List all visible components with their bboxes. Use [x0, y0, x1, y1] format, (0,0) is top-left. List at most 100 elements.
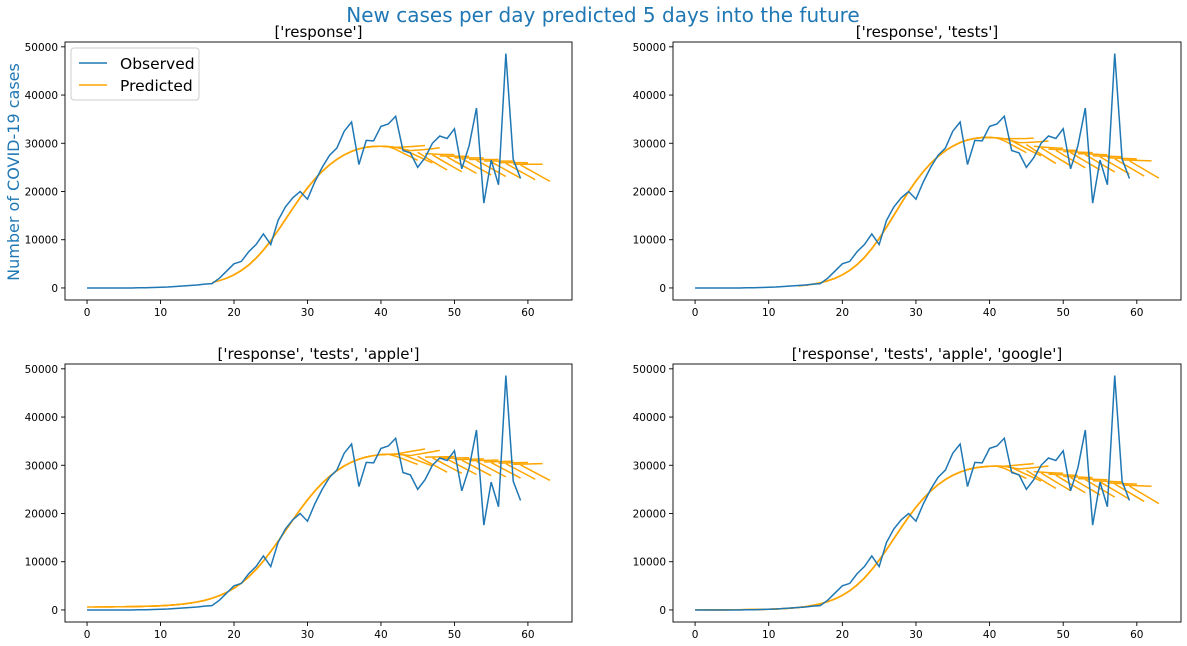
- x-tick-label: 30: [301, 307, 314, 319]
- y-tick-label: 50000: [633, 364, 666, 376]
- x-tick-label: 30: [909, 307, 922, 319]
- y-tick-label: 50000: [25, 42, 58, 54]
- y-tick-label: 20000: [25, 186, 58, 198]
- predicted-line: [520, 164, 551, 182]
- observed-line: [695, 53, 1131, 289]
- x-tick-label: 20: [836, 629, 849, 641]
- x-tick-label: 50: [448, 629, 461, 641]
- figure-suptitle: New cases per day predicted 5 days into …: [346, 3, 860, 27]
- subplot-title: ['response', 'tests', 'apple']: [218, 345, 420, 363]
- x-tick-label: 60: [1130, 629, 1143, 641]
- predicted-line: [461, 459, 492, 477]
- y-tick-label: 0: [51, 283, 58, 295]
- axes-frame: [64, 363, 573, 623]
- legend: Observed Predicted: [70, 47, 200, 101]
- y-tick-label: 30000: [25, 460, 58, 472]
- predicted-line: [1048, 148, 1078, 152]
- predicted-line: [996, 137, 1027, 154]
- predicted-line: [513, 462, 543, 466]
- predicted-line: [446, 458, 477, 476]
- predicted-line: [1055, 474, 1086, 494]
- observed-line: [695, 375, 1131, 611]
- predicted-line: [1018, 465, 1049, 470]
- predicted-line: [952, 136, 983, 147]
- y-tick-label: 20000: [25, 508, 58, 520]
- x-tick-label: 0: [692, 629, 699, 641]
- predicted-line: [505, 162, 536, 181]
- predicted-line: [1033, 470, 1064, 475]
- x-tick-label: 50: [1057, 629, 1070, 641]
- predicted-line: [1004, 462, 1034, 467]
- observed-line: [87, 53, 522, 289]
- y-tick-label: 10000: [25, 557, 58, 569]
- y-tick-label: 30000: [25, 138, 58, 150]
- predicted-line: [520, 464, 551, 482]
- x-tick-label: 10: [154, 629, 167, 641]
- axes-frame: [64, 41, 573, 301]
- y-tick-label: 0: [659, 283, 666, 295]
- x-tick-label: 0: [692, 307, 699, 319]
- subplot-title: ['response', 'tests']: [856, 23, 999, 41]
- subplot-response-tests-apple: ['response', 'tests', 'apple'] 0 10 20 30 40 5…: [25, 345, 573, 641]
- predicted-line: [461, 157, 492, 176]
- predicted-line: [1122, 159, 1152, 162]
- predicted-line: [1025, 143, 1057, 165]
- y-tick-label: 10000: [633, 235, 666, 247]
- x-tick-label: 0: [84, 307, 91, 319]
- predicted-line: [1122, 484, 1152, 488]
- observed-line: [87, 375, 522, 611]
- x-tick-label: 10: [762, 629, 775, 641]
- predicted-line: [922, 145, 954, 173]
- y-tick-label: 20000: [633, 508, 666, 520]
- predicted-line: [417, 151, 448, 171]
- predicted-line: [1107, 482, 1137, 485]
- subplot-response-tests-apple-google: ['response', 'tests', 'apple', 'google']…: [633, 345, 1182, 641]
- predicted-line: [498, 461, 528, 464]
- predicted-line: [1077, 152, 1108, 156]
- predicted-line: [490, 161, 521, 179]
- x-tick-label: 40: [374, 307, 387, 319]
- y-tick-label: 0: [51, 605, 58, 617]
- predicted-line: [321, 461, 352, 484]
- predicted-line: [314, 154, 345, 180]
- predicted-line: [915, 150, 946, 182]
- x-tick-label: 10: [154, 307, 167, 319]
- x-tick-label: 50: [448, 307, 461, 319]
- y-tick-label: 40000: [633, 90, 666, 102]
- predicted-line: [439, 456, 470, 460]
- x-tick-label: 40: [983, 629, 996, 641]
- predicted-line: [410, 147, 440, 152]
- x-tick-label: 20: [227, 307, 240, 319]
- subplot-title: ['response']: [274, 23, 362, 41]
- predicted-line: [907, 484, 939, 518]
- x-tick-label: 10: [762, 307, 775, 319]
- predicted-line: [827, 264, 858, 282]
- predicted-line: [388, 453, 418, 466]
- predicted-line: [1055, 149, 1086, 169]
- predicted-line: [410, 449, 440, 457]
- y-tick-label: 40000: [25, 90, 58, 102]
- predicted-line: [1099, 156, 1130, 175]
- y-tick-label: 0: [659, 605, 666, 617]
- predicted-line: [1114, 483, 1145, 503]
- predicted-line: [915, 478, 946, 508]
- predicted-line: [1129, 160, 1160, 179]
- x-tick-label: 40: [983, 307, 996, 319]
- predicted-line: [1114, 158, 1145, 177]
- y-tick-label: 30000: [633, 460, 666, 472]
- predicted-line: [343, 145, 374, 156]
- x-tick-label: 20: [836, 307, 849, 319]
- legend-box: [70, 47, 200, 101]
- predicted-line: [1129, 485, 1160, 505]
- y-tick-label: 40000: [633, 412, 666, 424]
- predicted-line: [1099, 481, 1130, 500]
- subplot-response: ['response'] 0 10 20 30 40 50 60 0 10000 20000 3000…: [25, 23, 573, 319]
- predicted-line: [1040, 147, 1071, 167]
- predicted-line: [219, 264, 250, 282]
- predicted-line: [945, 137, 976, 152]
- x-tick-label: 30: [301, 629, 314, 641]
- x-tick-label: 20: [227, 629, 240, 641]
- y-tick-label: 40000: [25, 412, 58, 424]
- legend-label: Predicted: [120, 77, 193, 95]
- predicted-line: [395, 448, 426, 455]
